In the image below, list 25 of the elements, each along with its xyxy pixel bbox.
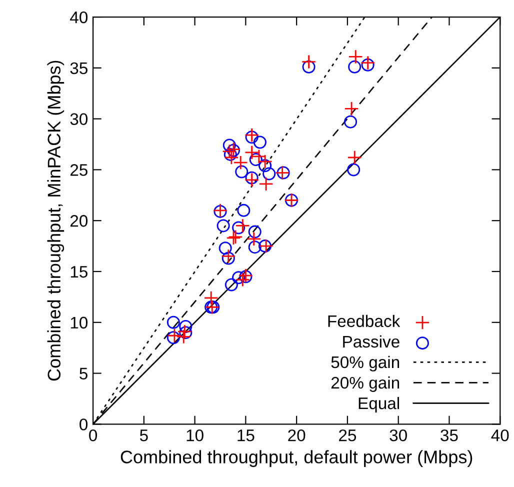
y-tick-label: 0 <box>80 418 88 430</box>
y-axis-title: Combined throughput, MinPACK (Mbps) <box>47 60 64 381</box>
x-tick-label: 20 <box>288 429 306 442</box>
y-tick-label: 5 <box>80 368 88 380</box>
legend-label: 50% gain <box>331 356 400 372</box>
x-tick-label: 0 <box>89 429 98 442</box>
y-tick-label: 25 <box>70 164 88 176</box>
legend-label: 20% gain <box>331 376 400 392</box>
x-tick-label: 30 <box>390 429 407 442</box>
legend-label: Passive <box>343 335 400 348</box>
x-tick-label: 25 <box>339 429 356 442</box>
x-tick-label: 10 <box>186 429 204 442</box>
x-axis-title: Combined throughput, default power (Mbps) <box>120 450 472 467</box>
y-tick-label: 35 <box>70 62 88 74</box>
x-tick-label: 5 <box>140 430 148 442</box>
y-tick-label: 40 <box>70 11 88 24</box>
legend-label: Feedback <box>328 314 400 328</box>
legend-label: Equal <box>358 396 400 413</box>
y-tick-label: 30 <box>70 113 88 126</box>
y-tick-label: 15 <box>70 266 88 278</box>
y-tick-label: 10 <box>70 316 88 329</box>
x-tick-label: 15 <box>238 430 254 442</box>
y-tick-label: 20 <box>70 215 88 227</box>
x-tick-label: 40 <box>491 429 509 442</box>
x-tick-label: 35 <box>440 429 458 442</box>
